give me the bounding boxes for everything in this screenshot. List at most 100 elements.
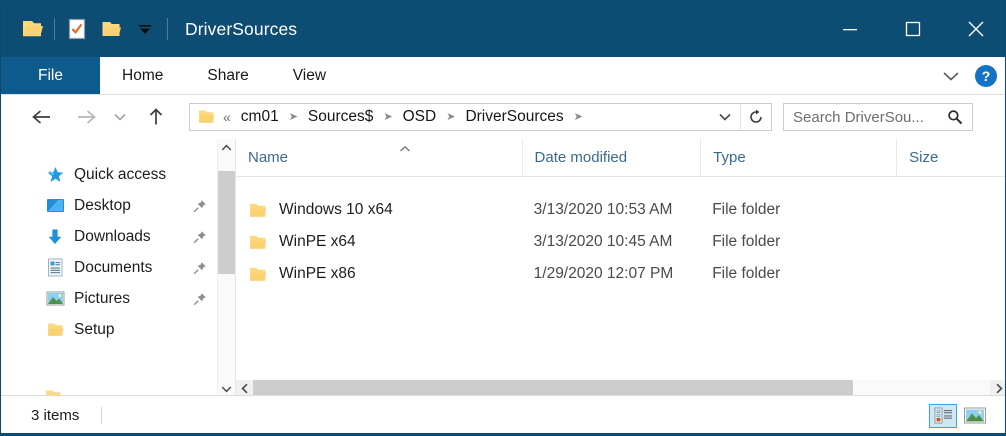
sidebar-item-pictures[interactable]: Pictures	[1, 283, 217, 314]
folder-icon	[190, 109, 221, 125]
file-size-cell	[896, 258, 1005, 290]
documents-icon	[45, 258, 65, 278]
scrollbar-thumb[interactable]	[253, 380, 853, 397]
breadcrumb-separator-icon[interactable]: ➤	[288, 110, 298, 123]
file-name-label: WinPE x86	[279, 265, 356, 282]
scroll-right-icon[interactable]	[990, 380, 1005, 397]
file-date-cell: 1/29/2020 12:07 PM	[533, 265, 674, 282]
large-icons-view-button[interactable]	[961, 404, 989, 428]
close-button[interactable]	[944, 1, 1005, 57]
address-bar[interactable]: « cm01 ➤ Sources$ ➤ OSD ➤ DriverSources …	[189, 103, 772, 131]
breadcrumb-separator-icon[interactable]: ➤	[446, 110, 456, 123]
minimize-button[interactable]	[818, 1, 881, 57]
sidebar-item-label: Documents	[74, 258, 153, 276]
window-bottom-border	[1, 433, 1005, 435]
recent-locations-icon[interactable]	[107, 100, 133, 134]
window-title: DriverSources	[185, 18, 298, 39]
breadcrumb-overflow[interactable]: «	[223, 109, 231, 125]
ribbon-right-controls: ?	[941, 57, 997, 94]
address-bar-row: « cm01 ➤ Sources$ ➤ OSD ➤ DriverSources …	[1, 95, 1005, 139]
file-name-label: WinPE x64	[279, 233, 356, 250]
sidebar-item-desktop[interactable]: Desktop	[1, 190, 217, 221]
chevron-down-icon[interactable]	[941, 70, 961, 82]
maximize-button[interactable]	[881, 1, 944, 57]
search-placeholder: Search DriverSou...	[793, 108, 924, 126]
filelist-horizontal-scrollbar[interactable]	[236, 380, 1005, 397]
pin-icon[interactable]	[193, 292, 207, 306]
file-list-pane: Name Date modified Type Size Window	[236, 139, 1005, 397]
view-toggle-group	[929, 403, 989, 428]
quick-access-toolbar: DriverSources	[1, 1, 297, 57]
chevron-down-icon[interactable]	[128, 12, 162, 46]
sidebar-item-label: Downloads	[74, 227, 151, 245]
star-icon	[45, 165, 65, 185]
file-name-label: Windows 10 x64	[279, 201, 393, 218]
search-input[interactable]: Search DriverSou...	[783, 103, 973, 131]
file-size-cell	[896, 194, 1005, 226]
sidebar-item-quick-access[interactable]: Quick access	[1, 159, 217, 190]
scrollbar-track[interactable]	[253, 380, 990, 397]
item-count-label: 3 items	[31, 407, 80, 424]
file-date-cell: 3/13/2020 10:45 AM	[533, 233, 673, 250]
status-separator	[101, 407, 103, 424]
navpane-scrollbar[interactable]	[217, 139, 235, 397]
file-name-cell: WinPE x64	[236, 226, 522, 258]
details-view-button[interactable]	[929, 403, 957, 428]
folder-icon[interactable]	[15, 12, 49, 46]
column-header-name[interactable]: Name	[248, 149, 289, 166]
folder-icon	[248, 233, 267, 252]
folder-icon	[248, 265, 267, 284]
chevron-down-icon[interactable]	[710, 104, 740, 130]
navigation-pane: Quick access Desktop	[1, 139, 217, 397]
window-controls	[818, 1, 1005, 57]
table-row[interactable]: WinPE x86 1/29/2020 12:07 PM File folder	[236, 258, 1005, 290]
tab-home[interactable]: Home	[122, 66, 164, 84]
pin-icon[interactable]	[193, 261, 207, 275]
title-bar: DriverSources	[1, 1, 1005, 57]
up-button[interactable]	[139, 100, 173, 134]
back-button[interactable]	[25, 100, 59, 134]
help-icon[interactable]: ?	[975, 64, 997, 87]
table-row[interactable]: Windows 10 x64 3/13/2020 10:53 AM File f…	[236, 194, 1005, 226]
table-row[interactable]: WinPE x64 3/13/2020 10:45 AM File folder	[236, 226, 1005, 258]
breadcrumb-item-cm01[interactable]: cm01	[240, 108, 279, 125]
status-bar: 3 items	[1, 395, 1005, 435]
qat-separator	[54, 18, 55, 40]
breadcrumb-separator-icon[interactable]: ➤	[573, 110, 583, 123]
breadcrumb-separator-icon[interactable]: ➤	[383, 110, 393, 123]
column-headers: Name Date modified Type Size	[236, 139, 1005, 177]
pin-icon[interactable]	[193, 230, 207, 244]
explorer-content: Quick access Desktop	[1, 139, 1005, 397]
sidebar-item-label: Desktop	[74, 196, 131, 214]
ribbon-tab-strip: File Home Share View ?	[1, 57, 1005, 95]
sort-ascending-icon	[399, 140, 411, 152]
breadcrumb-item-sources[interactable]: Sources$	[307, 108, 374, 125]
breadcrumb-item-osd[interactable]: OSD	[402, 108, 437, 125]
pane-divider[interactable]	[235, 139, 236, 397]
tab-view[interactable]: View	[292, 66, 327, 84]
search-icon[interactable]	[945, 109, 972, 125]
sidebar-item-documents[interactable]: Documents	[1, 252, 217, 283]
breadcrumb-item-driversources[interactable]: DriverSources	[465, 108, 564, 125]
tab-file[interactable]: File	[1, 57, 100, 94]
column-header-size[interactable]: Size	[896, 139, 1005, 176]
scroll-left-icon[interactable]	[236, 380, 253, 397]
scrollbar-thumb[interactable]	[218, 171, 235, 274]
new-folder-icon[interactable]	[94, 12, 128, 46]
tab-share[interactable]: Share	[207, 66, 249, 84]
refresh-icon[interactable]	[740, 104, 771, 130]
sidebar-item-label: Quick access	[74, 165, 167, 183]
file-name-cell: Windows 10 x64	[236, 194, 522, 226]
scroll-up-icon[interactable]	[218, 139, 235, 156]
column-header-type[interactable]: Type	[700, 139, 896, 176]
forward-button[interactable]	[69, 100, 103, 134]
pin-icon[interactable]	[193, 199, 207, 213]
sidebar-item-setup[interactable]: Setup	[1, 314, 217, 345]
folder-icon	[248, 201, 267, 220]
folder-icon	[45, 320, 65, 340]
properties-icon[interactable]	[60, 12, 94, 46]
column-header-date-modified[interactable]: Date modified	[521, 139, 701, 176]
sidebar-item-downloads[interactable]: Downloads	[1, 221, 217, 252]
scroll-down-icon[interactable]	[218, 380, 235, 397]
file-date-cell: 3/13/2020 10:53 AM	[533, 201, 673, 218]
